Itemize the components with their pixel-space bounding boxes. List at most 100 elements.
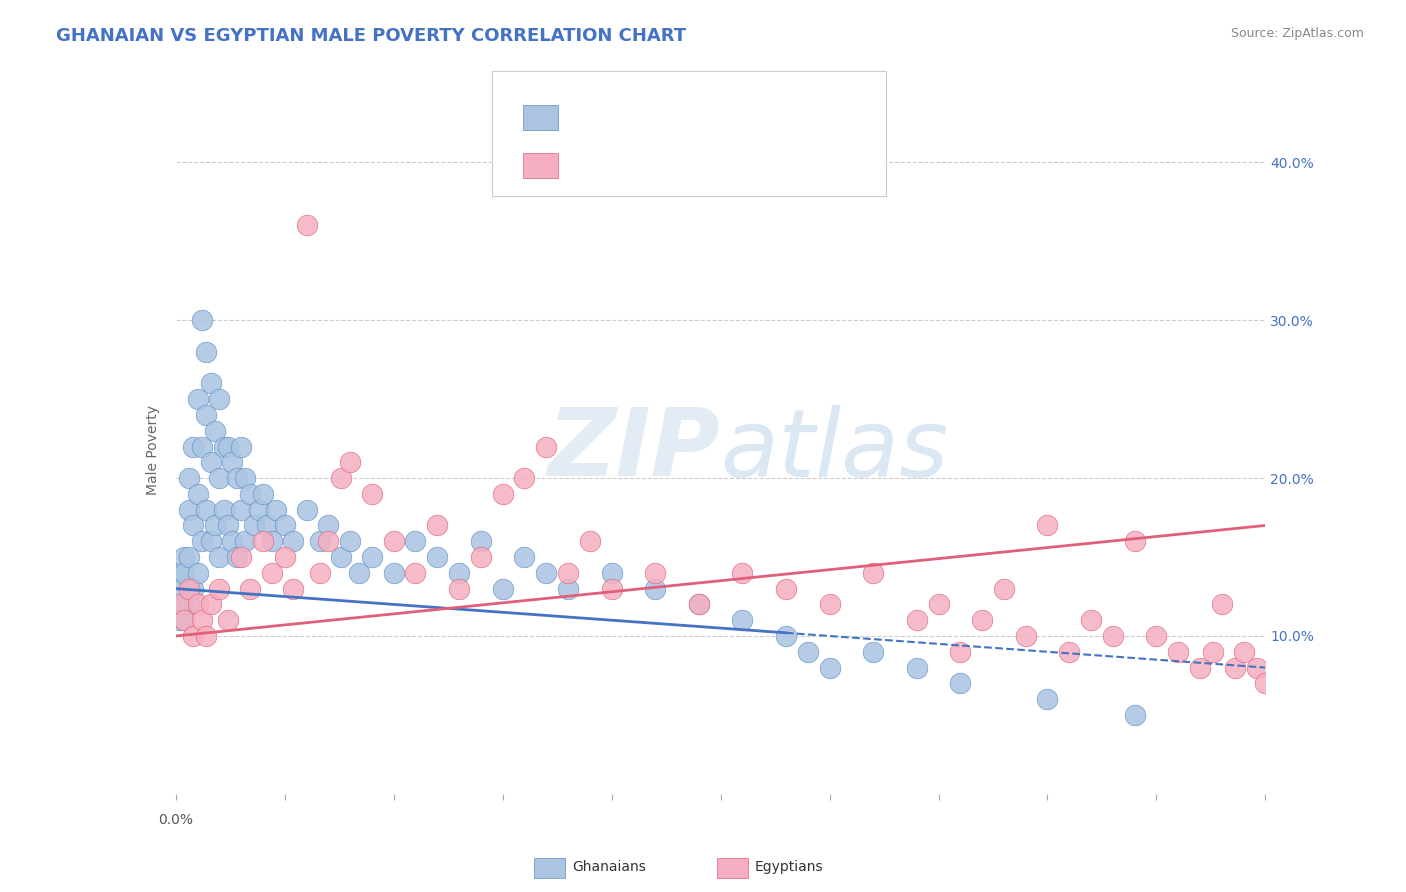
- Point: [173, 549, 195, 564]
- Point: [1015, 629, 1038, 643]
- Point: [239, 487, 262, 501]
- Point: [513, 549, 536, 564]
- Text: GHANAIAN VS EGYPTIAN MALE POVERTY CORRELATION CHART: GHANAIAN VS EGYPTIAN MALE POVERTY CORREL…: [56, 27, 686, 45]
- Point: [447, 566, 470, 580]
- Point: [225, 549, 247, 564]
- Point: [308, 534, 330, 549]
- Point: [177, 502, 200, 516]
- Text: Ghanaians: Ghanaians: [572, 860, 647, 874]
- Point: [862, 645, 884, 659]
- Point: [818, 598, 841, 612]
- Point: [1123, 534, 1146, 549]
- Point: [382, 534, 405, 549]
- Point: [318, 534, 340, 549]
- Point: [231, 440, 253, 454]
- Point: [177, 549, 200, 564]
- Point: [426, 518, 449, 533]
- Point: [1036, 692, 1059, 706]
- Point: [200, 598, 222, 612]
- Point: [217, 613, 239, 627]
- Point: [235, 471, 257, 485]
- Point: [688, 598, 710, 612]
- Point: [1202, 645, 1225, 659]
- Point: [492, 487, 515, 501]
- Point: [382, 566, 405, 580]
- Point: [928, 598, 950, 612]
- Point: [949, 676, 972, 690]
- Point: [195, 629, 218, 643]
- Point: [200, 534, 222, 549]
- Point: [186, 487, 209, 501]
- Point: [644, 582, 666, 596]
- Point: [579, 534, 602, 549]
- Point: [949, 645, 972, 659]
- Point: [1189, 660, 1212, 674]
- Point: [186, 392, 209, 406]
- Point: [191, 440, 214, 454]
- Point: [231, 502, 253, 516]
- Point: [447, 582, 470, 596]
- Point: [247, 502, 270, 516]
- Point: [405, 534, 427, 549]
- Point: [1102, 629, 1125, 643]
- Point: [221, 455, 243, 469]
- Point: [200, 455, 222, 469]
- Point: [283, 534, 305, 549]
- Point: [492, 582, 515, 596]
- Text: R =: R =: [572, 159, 606, 173]
- Point: [177, 471, 200, 485]
- Point: [256, 518, 278, 533]
- Point: [231, 549, 253, 564]
- Point: [1057, 645, 1080, 659]
- Point: [862, 566, 884, 580]
- Point: [731, 566, 754, 580]
- Point: [818, 660, 841, 674]
- Point: [970, 613, 993, 627]
- Point: [470, 549, 492, 564]
- Point: [644, 566, 666, 580]
- Point: [204, 424, 226, 438]
- Point: [181, 440, 204, 454]
- Text: ZIP: ZIP: [548, 404, 721, 497]
- Point: [470, 534, 492, 549]
- Point: [905, 660, 928, 674]
- Point: [534, 566, 557, 580]
- Point: [283, 582, 305, 596]
- Text: N =: N =: [692, 111, 725, 125]
- Text: R =: R =: [572, 111, 606, 125]
- Point: [208, 392, 231, 406]
- Point: [181, 582, 204, 596]
- Point: [557, 582, 579, 596]
- Point: [1211, 598, 1233, 612]
- Text: Source: ZipAtlas.com: Source: ZipAtlas.com: [1230, 27, 1364, 40]
- Text: Egyptians: Egyptians: [755, 860, 824, 874]
- Point: [169, 613, 191, 627]
- Point: [173, 598, 195, 612]
- Text: N =: N =: [692, 159, 725, 173]
- Point: [274, 518, 297, 533]
- Point: [339, 455, 361, 469]
- Point: [181, 629, 204, 643]
- Point: [217, 518, 239, 533]
- Point: [360, 487, 382, 501]
- Point: [169, 582, 191, 596]
- Point: [181, 518, 204, 533]
- Point: [186, 566, 209, 580]
- Point: [347, 566, 370, 580]
- Point: [600, 582, 623, 596]
- Point: [191, 534, 214, 549]
- Point: [239, 582, 262, 596]
- Point: [360, 549, 382, 564]
- Point: [208, 582, 231, 596]
- Point: [173, 613, 195, 627]
- Point: [173, 566, 195, 580]
- Point: [221, 534, 243, 549]
- Point: [177, 582, 200, 596]
- Point: [993, 582, 1015, 596]
- Point: [1080, 613, 1102, 627]
- Point: [308, 566, 330, 580]
- Point: [600, 566, 623, 580]
- Point: [252, 534, 274, 549]
- Point: [1167, 645, 1189, 659]
- Point: [169, 566, 191, 580]
